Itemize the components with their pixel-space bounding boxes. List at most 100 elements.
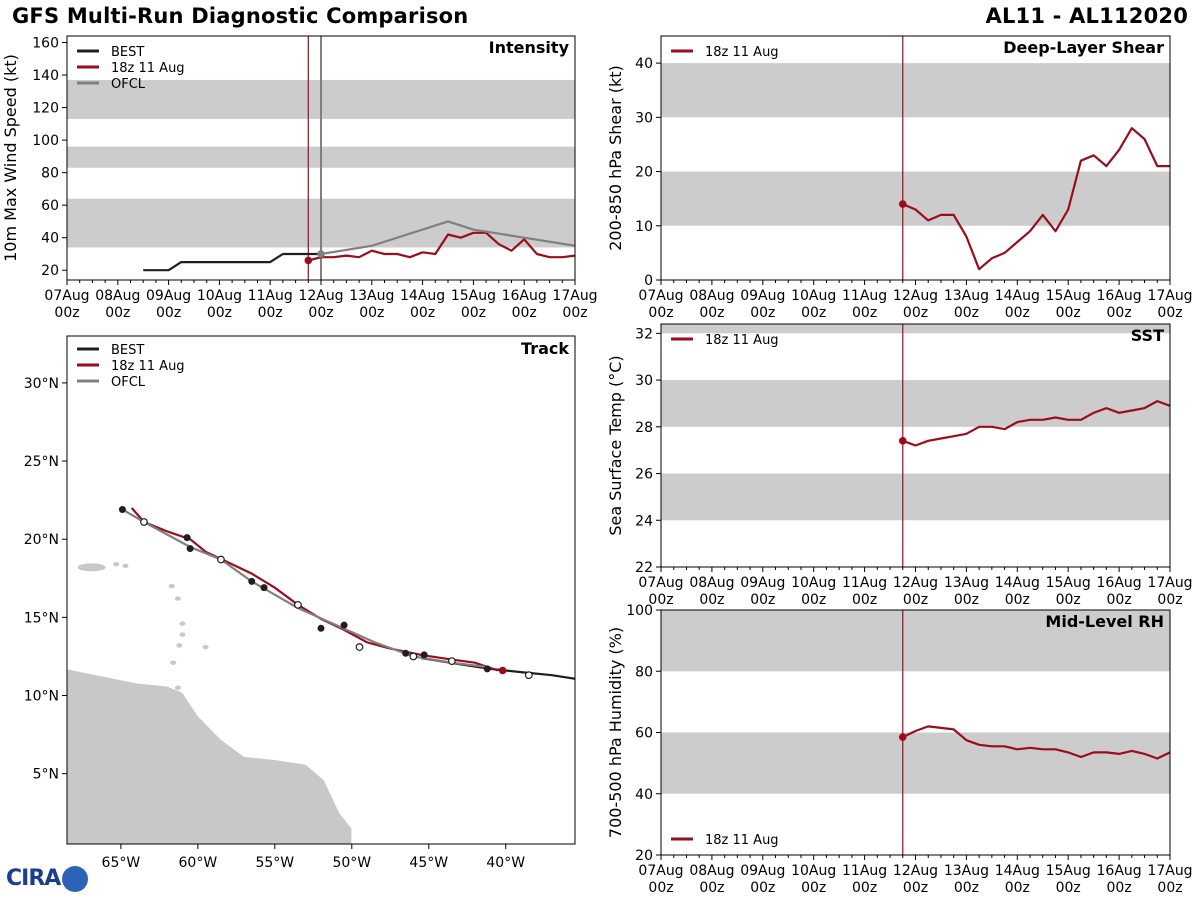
track-legend-label: OFCL [111,375,146,390]
sst-xtick-hour: 00z [699,592,724,608]
track-run-end-dot [498,666,507,675]
sst-ytick-label: 22 [635,560,653,576]
intensity-plot-area [143,36,575,280]
rh-legend-label: 18z 11 Aug [705,833,779,848]
sst-legend-label: 18z 11 Aug [705,333,779,348]
shear-series-18z-11-aug [902,127,1170,271]
sst-ylabel: Sea Surface Temp (°C) [606,355,625,535]
intensity-xtick-hour: 00z [410,305,435,321]
intensity-xtick-date: 12Aug [298,288,343,304]
rh-xtick-date: 15Aug [1046,863,1091,879]
sst-band-0 [661,473,1170,521]
rh-xtick-hour: 00z [954,880,979,896]
intensity-ytick-label: 140 [32,68,59,84]
land-island [168,583,175,589]
shear-xtick-hour: 00z [954,305,979,321]
sst-xtick-hour: 00z [852,592,877,608]
track-ofcl-open-dot [217,555,225,564]
rh-xtick-hour: 00z [1005,880,1030,896]
intensity-xtick-date: 14Aug [400,288,445,304]
intensity-series-best [143,252,321,272]
sst-ytick-label: 24 [635,513,653,529]
track-frame [66,335,576,845]
rh-xtick-hour: 00z [801,880,826,896]
track-legend-label: 18z 11 Aug [111,359,185,374]
rh-xtick-hour: 00z [750,880,775,896]
rh-xtick-hour: 00z [1056,880,1081,896]
shear-ytick-label: 20 [635,165,653,181]
rh-band-1 [661,610,1170,672]
rh-ytick-label: 20 [635,848,653,864]
intensity-xtick-date: 16Aug [502,288,547,304]
intensity-ytick-label: 160 [32,36,59,52]
track-xtick-label: 55°W [255,855,294,871]
track-ofcl-filled-dot [183,534,191,542]
sst-xtick-hour: 00z [903,592,928,608]
track-best-dot [420,651,428,659]
track-ytick-label: 30°N [24,376,59,392]
shear-xtick-hour: 00z [1005,305,1030,321]
intensity-xtick-hour: 00z [308,305,333,321]
sst-band-1 [661,380,1170,427]
intensity-init-dot [304,256,313,265]
rh-title: Mid-Level RH [1045,612,1164,631]
intensity-ytick-label: 120 [32,101,59,117]
rh-init-dot [898,733,907,741]
shear-xtick-date: 12Aug [893,288,938,304]
track-ofcl-filled-dot [260,584,268,592]
land-island [202,644,209,650]
shear-xtick-date: 11Aug [842,288,887,304]
storm-id: AL11 - AL112020 [985,4,1188,28]
rh-ytick-label: 60 [635,726,653,742]
sst-band-2 [661,324,1170,334]
land-island [113,562,120,567]
intensity-xtick-date: 09Aug [146,288,191,304]
rh-band-0 [661,732,1170,794]
sst-ytick-label: 28 [635,420,653,436]
sst-init-dot [898,437,907,445]
intensity-xtick-date: 10Aug [197,288,242,304]
rh-xtick-date: 16Aug [1097,863,1142,879]
intensity-ytick-label: 100 [32,133,59,149]
shear-xtick-hour: 00z [750,305,775,321]
rh-xtick-hour: 00z [648,880,673,896]
intensity-xtick-date: 15Aug [451,288,496,304]
sst-xtick-date: 16Aug [1097,575,1142,591]
rh-xtick-hour: 00z [903,880,928,896]
sst-xtick-hour: 00z [1157,592,1182,608]
sst-xtick-date: 08Aug [689,575,734,591]
rh-xtick-date: 07Aug [638,863,683,879]
intensity-xtick-hour: 00z [562,305,587,321]
rh-ylabel: 700-500 hPa Humidity (%) [606,627,625,838]
sst-ytick-label: 32 [635,326,653,342]
track-best-dot [483,665,491,673]
intensity-series-ofcl [320,220,575,256]
shear-ytick-label: 40 [635,56,653,72]
sst-xtick-hour: 00z [1005,592,1030,608]
rh-xtick-date: 12Aug [893,863,938,879]
intensity-series-18z-11-aug [308,231,575,262]
shear-xtick-date: 07Aug [638,288,683,304]
intensity-ytick-label: 60 [41,198,59,214]
sst-xtick-hour: 00z [648,592,673,608]
track-ytick-label: 25°N [24,454,59,470]
logo-text: CIRA [6,866,61,891]
sst-xtick-hour: 00z [1056,592,1081,608]
sst-xtick-date: 07Aug [638,575,683,591]
sst-xtick-date: 15Aug [1046,575,1091,591]
shear-xtick-hour: 00z [1157,305,1182,321]
land-puerto-rico [77,563,106,572]
cira-logo: CIRA [6,866,89,892]
shear-xtick-hour: 00z [903,305,928,321]
track-ofcl-filled-dot [317,624,325,632]
track-xtick-label: 45°W [409,855,448,871]
track-series-18z-11-aug [130,507,499,672]
intensity-xtick-hour: 00z [512,305,537,321]
shear-ytick-label: 30 [635,110,653,126]
rh-ytick-label: 80 [635,664,653,680]
sst-xtick-date: 10Aug [791,575,836,591]
sst-xtick-date: 17Aug [1147,575,1192,591]
rh-xtick-date: 08Aug [689,863,734,879]
intensity-ytick-label: 20 [41,263,59,279]
